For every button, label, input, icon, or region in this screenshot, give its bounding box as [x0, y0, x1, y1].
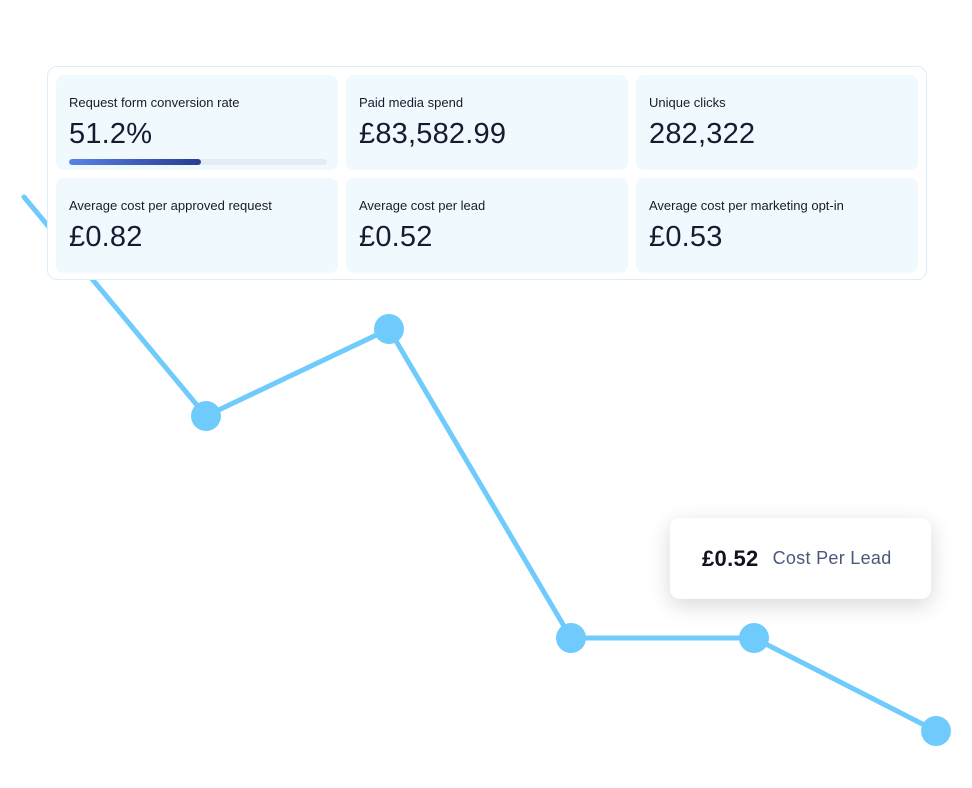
stat-tile-cost-per-lead: Average cost per lead £0.52: [346, 178, 628, 273]
stat-label: Average cost per lead: [359, 198, 486, 213]
stat-label: Average cost per approved request: [69, 198, 272, 213]
chart-data-point: [921, 716, 951, 746]
tooltip-value: £0.52: [702, 545, 759, 571]
stat-value: £0.53: [649, 221, 723, 253]
stat-label: Unique clicks: [649, 95, 726, 110]
tooltip-label: Cost Per Lead: [772, 548, 892, 568]
stat-value: £0.82: [69, 221, 143, 253]
stat-tile-paid-media-spend: Paid media spend £83,582.99: [346, 75, 628, 170]
stat-label: Request form conversion rate: [69, 95, 240, 110]
stat-label: Average cost per marketing opt-in: [649, 198, 844, 213]
stat-tile-conversion-rate: Request form conversion rate 51.2%: [56, 75, 338, 170]
chart-line: [21, 194, 939, 734]
chart-data-point: [739, 623, 769, 653]
chart-data-point: [556, 623, 586, 653]
progress-fill: [69, 159, 202, 165]
conversion-progress-bar: [69, 159, 327, 165]
chart-data-point: [191, 401, 221, 431]
stat-label: Paid media spend: [359, 95, 464, 110]
chart-data-point: [374, 314, 404, 344]
stat-tile-unique-clicks: Unique clicks 282,322: [636, 75, 918, 170]
stat-value: £83,582.99: [359, 118, 507, 150]
chart-points: [191, 314, 951, 746]
stat-tile-cost-per-approved-request: Average cost per approved request £0.82: [56, 178, 338, 273]
chart-tooltip: £0.52 Cost Per Lead: [670, 518, 931, 599]
stat-value: 51.2%: [69, 118, 153, 150]
stat-value: £0.52: [359, 221, 433, 253]
stat-value: 282,322: [649, 118, 756, 150]
stats-card: Request form conversion rate 51.2% Paid …: [47, 66, 927, 280]
stat-tile-cost-per-marketing-opt-in: Average cost per marketing opt-in £0.53: [636, 178, 918, 273]
